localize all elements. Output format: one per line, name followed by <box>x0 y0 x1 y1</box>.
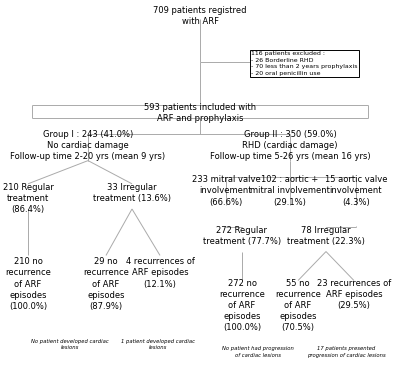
Text: 55 no
recurrence
of ARF
episodes
(70.5%): 55 no recurrence of ARF episodes (70.5%) <box>275 279 321 332</box>
Text: 29 no
recurrence
of ARF
episodes
(87.9%): 29 no recurrence of ARF episodes (87.9%) <box>83 257 129 311</box>
Text: 4 recurrences of
ARF episodes
(12.1%): 4 recurrences of ARF episodes (12.1%) <box>126 257 194 289</box>
Text: 33 Irregular
treatment (13.6%): 33 Irregular treatment (13.6%) <box>93 183 171 203</box>
Text: 210 no
recurrence
of ARF
episodes
(100.0%): 210 no recurrence of ARF episodes (100.0… <box>5 257 51 311</box>
Text: 272 Regular
treatment (77.7%): 272 Regular treatment (77.7%) <box>203 226 281 246</box>
Text: No patient had progression
of cardiac lesions: No patient had progression of cardiac le… <box>222 346 294 358</box>
Text: 23 recurrences of
ARF episodes
(29.5%): 23 recurrences of ARF episodes (29.5%) <box>317 279 391 310</box>
Text: No patient developed cardiac
lesions: No patient developed cardiac lesions <box>31 339 109 350</box>
Text: 210 Regular
treatment
(86.4%): 210 Regular treatment (86.4%) <box>2 183 54 214</box>
Text: 17 patients presented
progression of cardiac lesions: 17 patients presented progression of car… <box>307 346 385 358</box>
Text: 272 no
recurrence
of ARF
episodes
(100.0%): 272 no recurrence of ARF episodes (100.0… <box>219 279 265 332</box>
Text: 233 mitral valve
involvement
(66.6%): 233 mitral valve involvement (66.6%) <box>192 175 260 207</box>
Text: Group I : 243 (41.0%)
No cardiac damage
Follow-up time 2-20 yrs (mean 9 yrs): Group I : 243 (41.0%) No cardiac damage … <box>10 130 166 161</box>
Text: 15 aortic valve
involvement
(4.3%): 15 aortic valve involvement (4.3%) <box>325 175 387 207</box>
Text: 116 patients excluded :
- 26 Borderline RHD
- 70 less than 2 years prophylaxis
-: 116 patients excluded : - 26 Borderline … <box>251 51 358 76</box>
Text: 593 patients included with
ARF and prophylaxis: 593 patients included with ARF and proph… <box>144 103 256 123</box>
Text: 102 : aortic +
mitral involvement
(29.1%): 102 : aortic + mitral involvement (29.1%… <box>250 175 330 207</box>
Text: 709 patients registred
with ARF: 709 patients registred with ARF <box>153 6 247 26</box>
Text: 78 Irregular
treatment (22.3%): 78 Irregular treatment (22.3%) <box>287 226 365 246</box>
Text: Group II : 350 (59.0%)
RHD (cardiac damage)
Follow-up time 5-26 yrs (mean 16 yrs: Group II : 350 (59.0%) RHD (cardiac dama… <box>210 130 370 161</box>
Text: 1 patient developed cardiac
lesions: 1 patient developed cardiac lesions <box>121 339 195 350</box>
